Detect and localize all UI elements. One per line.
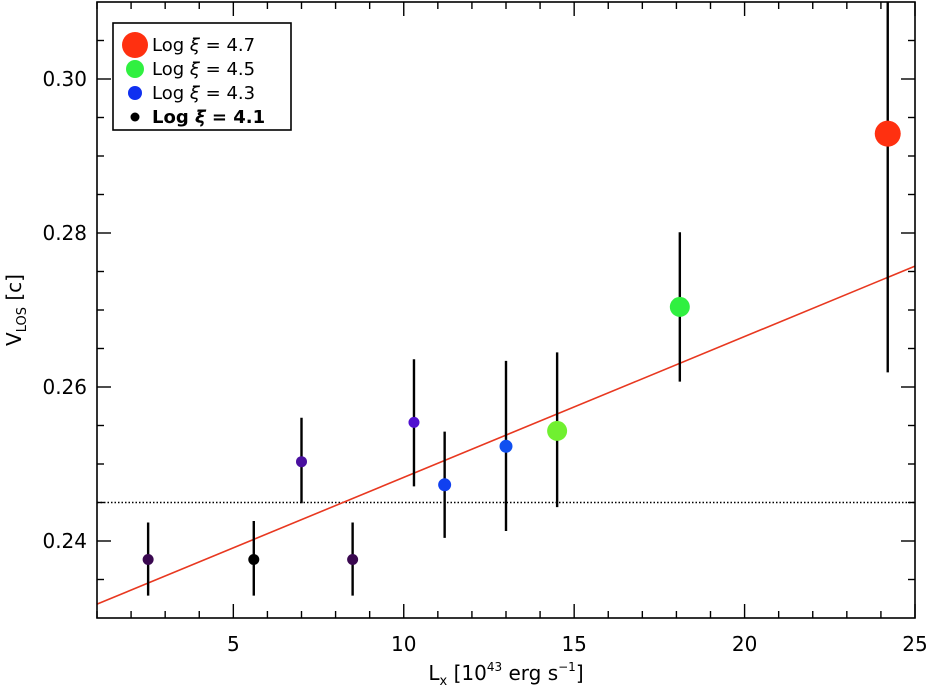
data-point-9 [669,296,690,317]
legend-label-2: Log ξ = 4.5 [152,59,255,80]
data-point-1 [142,553,154,565]
x-tick-label: 20 [732,632,757,656]
data-point-4 [347,553,359,565]
legend-label-1: Log ξ = 4.7 [152,35,255,56]
legend-marker-4 [130,112,140,122]
y-axis-title: VLOS [c] [2,274,30,346]
x-axis-title: Lx [1043 erg s−1] [428,660,583,687]
legend-marker-3 [128,86,142,100]
legend-marker-1 [122,32,148,58]
x-tick-label: 10 [391,632,416,656]
x-tick-label: 25 [902,632,927,656]
data-point-6 [438,478,452,492]
y-tick-label: 0.26 [42,375,87,399]
data-point-8 [547,420,568,441]
legend-label-3: Log ξ = 4.3 [152,83,255,104]
data-point-2 [248,553,260,565]
legend-marker-2 [126,60,144,78]
y-tick-label: 0.28 [42,221,87,245]
plot-area [96,2,916,605]
data-point-7 [499,439,513,453]
legend: Log ξ = 4.7 Log ξ = 4.5 Log ξ = 4.3 Log ξ =… [112,22,292,131]
data-point-3 [296,456,307,468]
data-point-10 [874,120,901,147]
legend-label-4: Log ξ = 4.1 [152,107,265,128]
y-tick-label: 0.30 [42,67,87,91]
x-tick-label: 15 [561,632,586,656]
axes: 5 10 15 20 25 0.24 0.26 0.28 0.30 [42,1,928,656]
data-point-5 [408,416,420,428]
y-tick-label: 0.24 [42,529,87,553]
x-tick-label: 5 [227,632,240,656]
